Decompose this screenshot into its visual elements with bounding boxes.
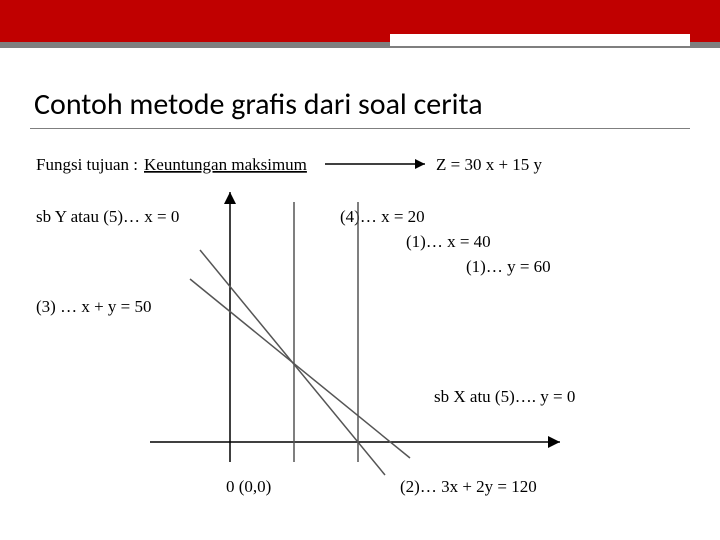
objective-text: Keuntungan maksimum — [144, 155, 307, 174]
header-white-cap — [390, 34, 690, 46]
line-xplusy50 — [190, 279, 410, 458]
title-rule — [30, 128, 690, 129]
label-c1x: (1)… x = 40 — [406, 232, 491, 251]
y-axis-arrow — [224, 192, 236, 204]
x-axis-arrow — [548, 436, 560, 448]
objective-z: Z = 30 x + 15 y — [436, 155, 543, 174]
arrow-objective-head — [415, 159, 425, 169]
label-c5x: sb X atu (5)…. y = 0 — [434, 387, 575, 406]
diagram: Fungsi tujuan : Keuntungan maksimum Z = … — [30, 152, 690, 520]
label-c4: (4)… x = 20 — [340, 207, 425, 226]
label-c5y: sb Y atau (5)… x = 0 — [36, 207, 179, 226]
label-c1y: (1)… y = 60 — [466, 257, 551, 276]
label-origin: 0 (0,0) — [226, 477, 271, 496]
objective-label: Fungsi tujuan : — [36, 155, 138, 174]
page-title: Contoh metode grafis dari soal cerita — [34, 86, 483, 123]
label-c2: (2)… 3x + 2y = 120 — [400, 477, 537, 496]
label-c3: (3) … x + y = 50 — [36, 297, 152, 316]
